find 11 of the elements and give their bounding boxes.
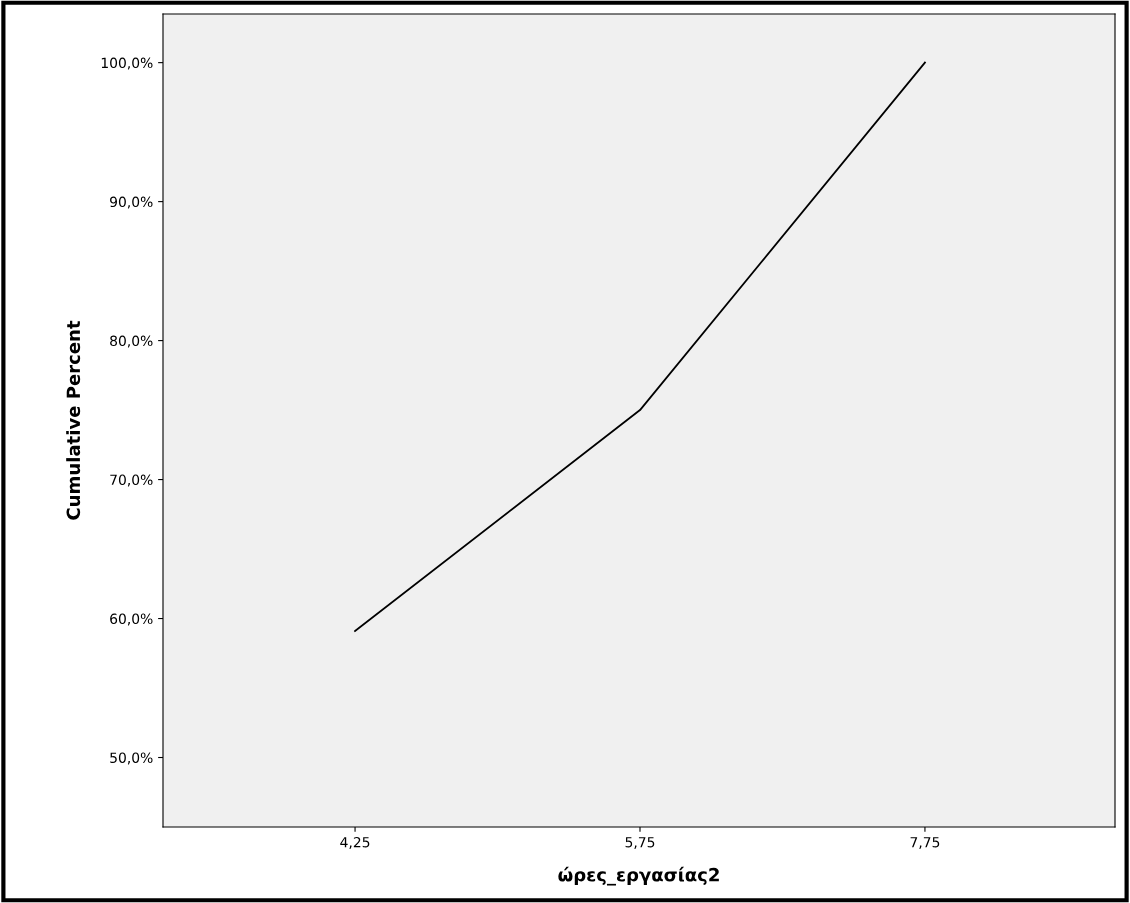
y-tick-label: 60,0%: [110, 613, 153, 626]
x-tick-label: 7,75: [910, 837, 940, 849]
y-tick-label: 70,0%: [110, 474, 153, 487]
x-axis-title: ώρες_εργασίας2: [558, 866, 719, 886]
x-tick-label: 4,25: [340, 836, 370, 849]
y-tick-label: 90,0%: [110, 196, 153, 209]
y-tick-label: 100,0%: [101, 57, 153, 70]
y-axis-title: Cumulative Percent: [66, 320, 81, 520]
y-tick-label: 50,0%: [110, 752, 153, 765]
x-tick-label: 5,75: [625, 837, 655, 849]
y-tick-label: 80,0%: [110, 335, 153, 348]
